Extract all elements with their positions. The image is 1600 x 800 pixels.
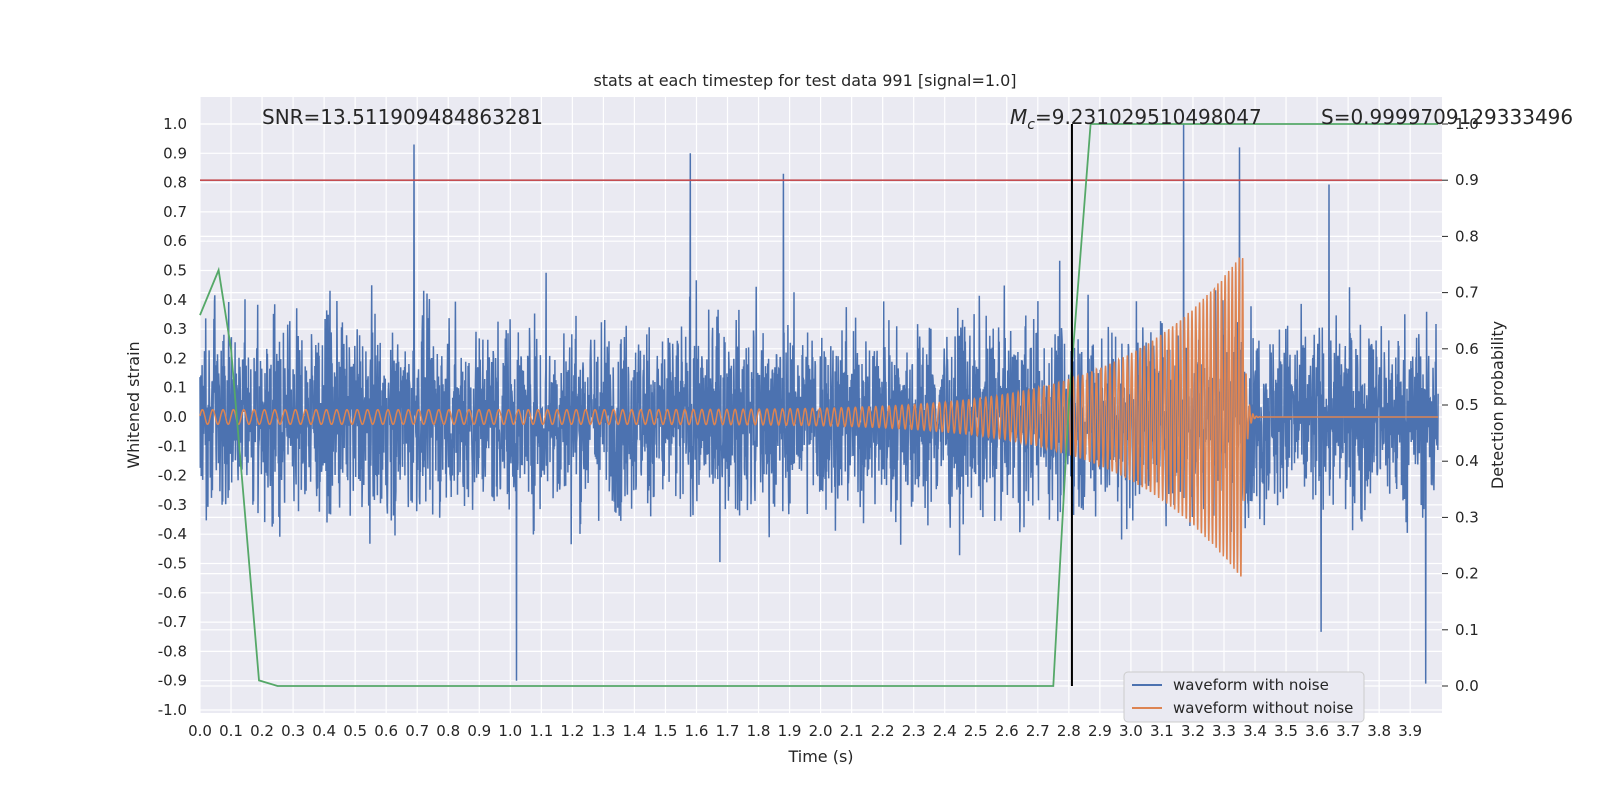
chart-title: stats at each timestep for test data 991… bbox=[593, 71, 1016, 90]
x-tick-label: 2.4 bbox=[933, 722, 957, 740]
y2-tick-label: 0.1 bbox=[1455, 621, 1479, 639]
x-tick-label: 3.9 bbox=[1398, 722, 1422, 740]
legend-label-noise: waveform with noise bbox=[1173, 676, 1329, 694]
y2-tick-label: 0.2 bbox=[1455, 565, 1479, 583]
x-tick-label: 1.3 bbox=[591, 722, 615, 740]
series-waveform-without-noise bbox=[199, 257, 1439, 577]
x-tick-label: 2.6 bbox=[995, 722, 1019, 740]
tick-labels: 0.0 0.1 0.2 0.3 0.4 0.5 0.6 0.7 0.8 0.9 1.0 1.1 1.2 1… bbox=[158, 115, 1479, 740]
y2-tick-label: 0.4 bbox=[1455, 452, 1479, 470]
y-tick-label: 0.5 bbox=[163, 262, 187, 280]
y-tick-label: 0.2 bbox=[163, 349, 187, 367]
series-detection-probability bbox=[199, 123, 1439, 687]
y-tick-label: -0.3 bbox=[158, 496, 187, 514]
x-tick-label: 2.9 bbox=[1088, 722, 1112, 740]
y-tick-label: -0.7 bbox=[158, 613, 187, 631]
x-tick-label: 2.8 bbox=[1057, 722, 1081, 740]
y-tick-label: -0.4 bbox=[158, 525, 187, 543]
y2-tick-label: 1.0 bbox=[1455, 115, 1479, 133]
y2-tick-label: 0.3 bbox=[1455, 508, 1479, 526]
x-tick-label: 3.6 bbox=[1305, 722, 1329, 740]
x-tick-label: 1.8 bbox=[747, 722, 771, 740]
legend: waveform with noise waveform without noi… bbox=[1123, 671, 1365, 723]
x-tick-label: 3.1 bbox=[1150, 722, 1174, 740]
y-tick-label: 0.4 bbox=[163, 291, 187, 309]
x-tick-label: 2.2 bbox=[871, 722, 895, 740]
x-tick-label: 0.8 bbox=[436, 722, 460, 740]
x-tick-label: 0.7 bbox=[405, 722, 429, 740]
x-tick-label: 1.2 bbox=[560, 722, 584, 740]
x-tick-label: 2.3 bbox=[902, 722, 926, 740]
y-tick-label: 1.0 bbox=[163, 115, 187, 133]
y-tick-label: 0.7 bbox=[163, 203, 187, 221]
y-tick-label: -1.0 bbox=[158, 701, 187, 719]
y-tick-label: -0.2 bbox=[158, 467, 187, 485]
snr-annotation: SNR=13.511909484863281 bbox=[262, 105, 543, 129]
mc-annotation: Mc=9.231029510498047 bbox=[1010, 105, 1262, 133]
x-tick-label: 2.5 bbox=[964, 722, 988, 740]
y-tick-label: -0.5 bbox=[158, 555, 187, 573]
legend-box bbox=[1123, 671, 1365, 723]
series-layer bbox=[199, 123, 1442, 687]
x-tick-label: 2.0 bbox=[809, 722, 833, 740]
x-tick-label: 3.3 bbox=[1212, 722, 1236, 740]
y-axis-label: Whitened strain bbox=[124, 341, 143, 468]
x-axis-label: Time (s) bbox=[787, 747, 853, 766]
x-tick-label: 3.5 bbox=[1274, 722, 1298, 740]
y-tick-label: 0.6 bbox=[163, 232, 187, 250]
y-tick-label: 0.1 bbox=[163, 379, 187, 397]
x-tick-label: 2.7 bbox=[1026, 722, 1050, 740]
y-tick-label: 0.3 bbox=[163, 320, 187, 338]
x-tick-label: 0.1 bbox=[219, 722, 243, 740]
x-tick-label: 3.8 bbox=[1367, 722, 1391, 740]
s-annotation: S=0.9999709129333496 bbox=[1321, 105, 1573, 129]
y2-tick-label: 0.6 bbox=[1455, 340, 1479, 358]
x-tick-label: 0.3 bbox=[281, 722, 305, 740]
x-tick-label: 1.5 bbox=[654, 722, 678, 740]
y-tick-label: -0.6 bbox=[158, 584, 187, 602]
y2-tick-label: 0.7 bbox=[1455, 284, 1479, 302]
y-tick-label: -0.8 bbox=[158, 642, 187, 660]
y2-tick-label: 0.9 bbox=[1455, 171, 1479, 189]
x-tick-label: 1.4 bbox=[622, 722, 646, 740]
y2-tick-label: 0.0 bbox=[1455, 677, 1479, 695]
legend-label-clean: waveform without noise bbox=[1173, 699, 1353, 717]
y-tick-label: 0.9 bbox=[163, 144, 187, 162]
x-tick-label: 1.1 bbox=[529, 722, 553, 740]
y-tick-label: 0.8 bbox=[163, 174, 187, 192]
x-tick-label: 0.2 bbox=[250, 722, 274, 740]
y2-tick-label: 0.8 bbox=[1455, 227, 1479, 245]
x-tick-label: 0.5 bbox=[343, 722, 367, 740]
x-tick-label: 3.2 bbox=[1181, 722, 1205, 740]
x-tick-label: 1.7 bbox=[716, 722, 740, 740]
y-tick-label: 0.0 bbox=[163, 408, 187, 426]
x-tick-label: 3.7 bbox=[1336, 722, 1360, 740]
x-tick-label: 1.0 bbox=[498, 722, 522, 740]
x-tick-label: 1.9 bbox=[778, 722, 802, 740]
x-tick-label: 0.9 bbox=[467, 722, 491, 740]
y2-axis-label: Detection probability bbox=[1488, 321, 1507, 489]
x-tick-label: 3.0 bbox=[1119, 722, 1143, 740]
x-tick-label: 0.4 bbox=[312, 722, 336, 740]
x-tick-label: 0.0 bbox=[188, 722, 212, 740]
x-tick-label: 0.6 bbox=[374, 722, 398, 740]
y-tick-label: -0.9 bbox=[158, 672, 187, 690]
x-tick-label: 2.1 bbox=[840, 722, 864, 740]
x-tick-label: 3.4 bbox=[1243, 722, 1267, 740]
y2-tick-label: 0.5 bbox=[1455, 396, 1479, 414]
y-tick-label: -0.1 bbox=[158, 437, 187, 455]
x-tick-label: 1.6 bbox=[685, 722, 709, 740]
